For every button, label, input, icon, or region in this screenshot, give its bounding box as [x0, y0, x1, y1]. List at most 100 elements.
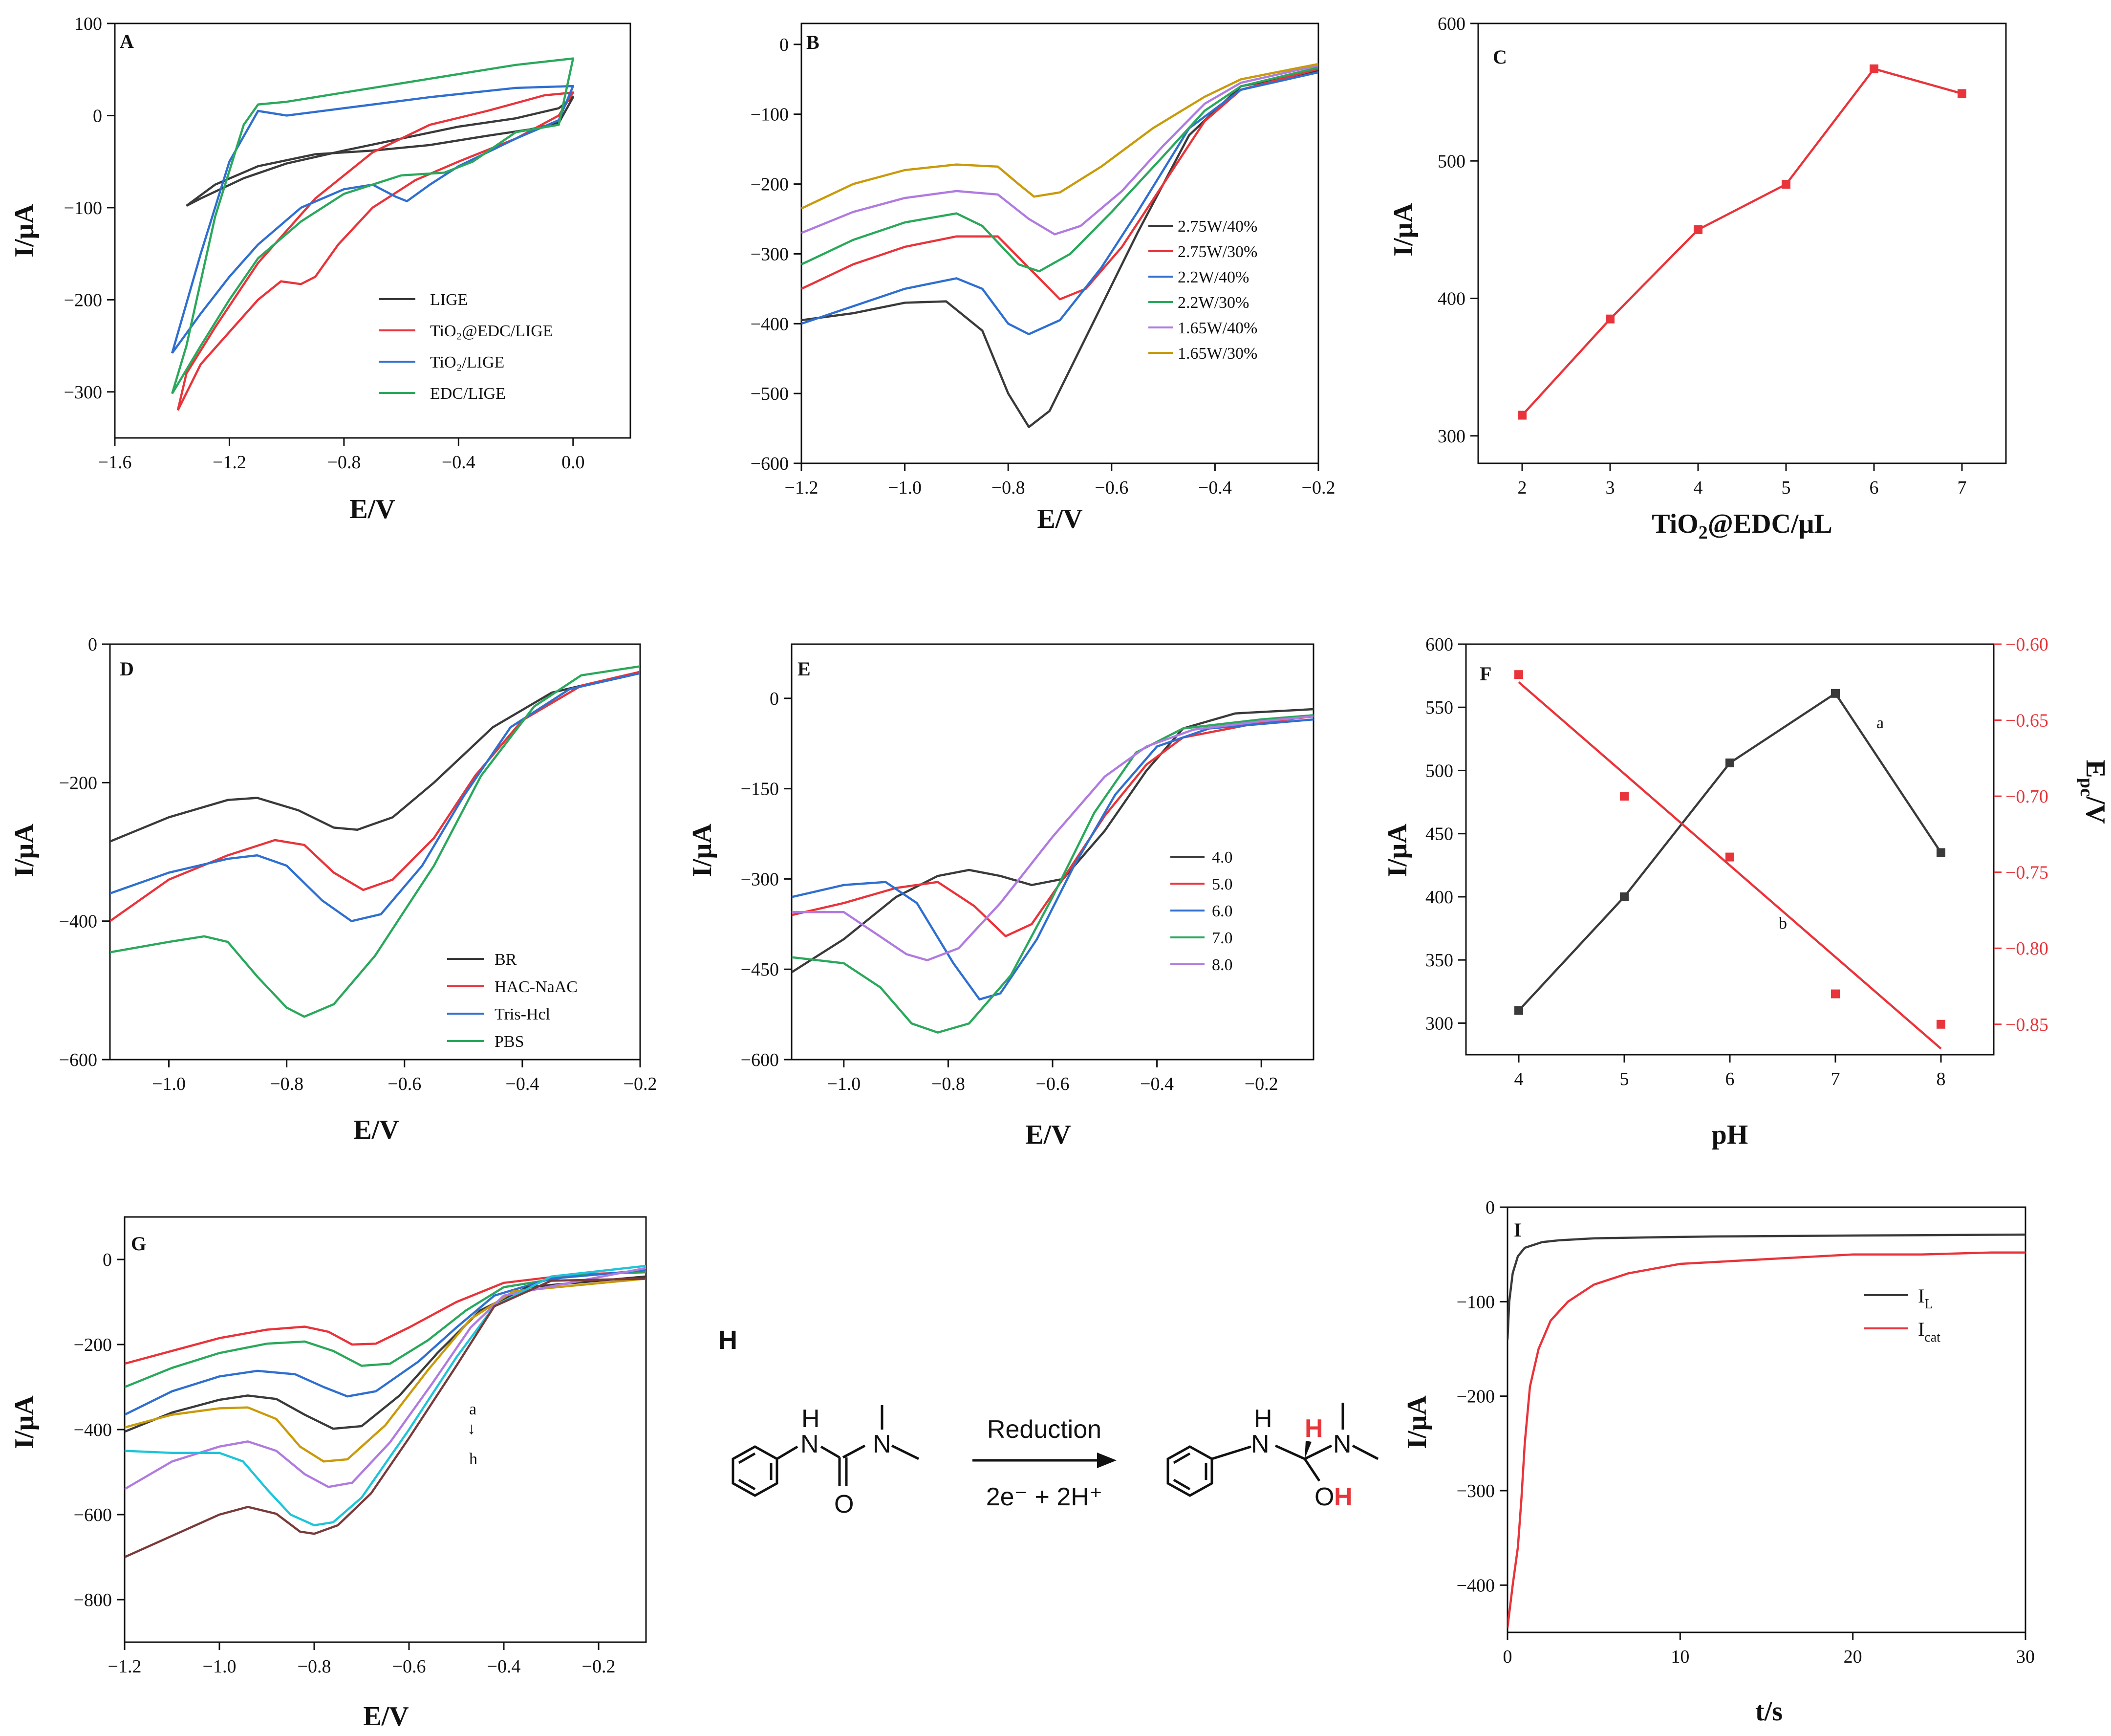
x-tick-label: −1.0	[827, 1074, 861, 1094]
x-axis-label: E/V	[1037, 504, 1082, 534]
series-line-edc-lige	[171, 57, 575, 394]
x-tick-label: −1.0	[203, 1656, 237, 1677]
legend-entry-2-75w-40: 2.75W/40%	[1178, 217, 1257, 236]
y-tick-label: −300	[741, 869, 779, 890]
x-tick-label: −0.8	[270, 1074, 303, 1094]
chart-panel-e: E I/μA E/V −1.0 −0.8 −0.6 −0.4 −0.2−600−450−…	[687, 643, 1314, 1150]
product-structure	[1166, 1403, 1379, 1497]
x-tick-label: 20	[1844, 1647, 1862, 1667]
y-right-tick-label: −0.65	[2005, 711, 2048, 731]
series-layer	[801, 63, 1318, 428]
series-line-tris-hcl	[110, 672, 640, 922]
y-axis-label: I/μA	[1382, 824, 1413, 877]
x-tick-label: 10	[1671, 1647, 1689, 1667]
x-axis-label: E/V	[353, 1115, 399, 1145]
legend-entry-1-65w-30: 1.65W/30%	[1178, 345, 1257, 363]
reaction-scheme: H N H O N Reduction 2e⁻ + 2H⁺	[718, 1325, 1379, 1519]
benzene-double-bond	[1173, 1478, 1191, 1491]
x-tick-label: −1.2	[785, 477, 819, 498]
x-tick-label: 0.0	[561, 452, 585, 473]
y-tick-label: 450	[1425, 824, 1453, 845]
chart-panel-b: B E/V −1.2 −1.0 −0.8 −0.6 −0.4 −0.2 −600 −500 −4…	[751, 22, 1336, 534]
x-tick-label: 7	[1831, 1069, 1840, 1089]
y-tick-label: −100	[751, 105, 789, 125]
y-tick-label: −100	[1457, 1292, 1495, 1312]
panel-label: A	[120, 30, 134, 52]
data-point-b	[1831, 989, 1840, 998]
y-right-tick-label: −0.70	[2005, 786, 2048, 807]
tick-layer: −1.2 −1.0 −0.8 −0.6 −0.4 −0.2 −800 −600 −400 −200…	[74, 1250, 616, 1677]
reaction-conditions: 2e⁻ + 2H⁺	[986, 1483, 1102, 1511]
y-axis-label: I/μA	[9, 1395, 40, 1449]
data-point-b	[1937, 1020, 1945, 1029]
series-layer	[125, 1264, 646, 1559]
x-tick-label: −1.2	[108, 1656, 142, 1677]
series-layer	[1508, 1233, 2025, 1628]
series-line-2-2w-30	[801, 66, 1318, 273]
series-line-4-0	[792, 708, 1314, 974]
panel-label: B	[806, 31, 819, 53]
plot-frame	[1477, 22, 2007, 464]
y-tick-label: 600	[1438, 14, 1465, 34]
added-hydrogen-atom: H	[1305, 1414, 1323, 1443]
x-axis-label: E/V	[1025, 1120, 1071, 1150]
series-line-hac-naac	[110, 671, 640, 922]
annotation-a: a	[1876, 714, 1884, 732]
x-tick-label: 8	[1937, 1069, 1946, 1089]
x-tick-label: −0.4	[505, 1074, 539, 1094]
series-layer	[1514, 670, 1945, 1050]
legend-entry-edc-lige: EDC/LIGE	[430, 385, 506, 403]
x-tick-label: −0.8	[298, 1656, 331, 1677]
c-to-o-bond	[1303, 1458, 1321, 1482]
y-tick-label: −400	[59, 911, 97, 932]
series-layer	[171, 57, 575, 411]
benzene-ring	[1166, 1445, 1213, 1497]
legend-entry-1-65w-40: 1.65W/40%	[1178, 319, 1257, 337]
x-tick-label: −0.4	[487, 1656, 521, 1677]
y-tick-label: −600	[751, 454, 789, 474]
y-tick-label: −300	[1457, 1481, 1495, 1501]
panel-label: G	[131, 1233, 146, 1255]
data-point-i	[1782, 180, 1790, 189]
x-axis-label: TiO2@EDC/μL	[1652, 509, 1832, 543]
y-tick-label: −800	[74, 1590, 112, 1610]
tick-layer: 2 3 4 5 6 7 300 400 500 600	[1438, 14, 1967, 498]
y-axis-label-right: Epc/V	[2076, 760, 2111, 824]
series-line-c	[125, 1269, 646, 1416]
legend-entry-ph-7: 7.0	[1212, 929, 1233, 947]
chart-panel-f: F I/μA Epc/V pH 4 5 6 7 8 300 350 400 450 500 550 6…	[1382, 634, 2111, 1150]
panel-label: F	[1480, 663, 1491, 685]
x-tick-label: 6	[1870, 477, 1879, 498]
y-right-tick-label: −0.80	[2005, 938, 2048, 959]
benzene-ring	[732, 1445, 778, 1497]
reactant-h-atom: H	[801, 1405, 820, 1433]
x-tick-label: −1.0	[152, 1074, 186, 1094]
y-tick-label: 500	[1438, 151, 1465, 172]
x-tick-label: 5	[1620, 1069, 1629, 1089]
tick-layer: −1.2 −1.0 −0.8 −0.6 −0.4 −0.2 −600 −500 −400 −300…	[751, 35, 1336, 498]
y-tick-label: −400	[751, 314, 789, 334]
x-axis-label: E/V	[349, 494, 395, 524]
tick-layer: 4 5 6 7 8 300 350 400 450 500 550 600 −0.85 −0.80 −0.7…	[1425, 634, 2048, 1089]
reaction-arrowhead	[1097, 1453, 1117, 1468]
legend-entry-pbs: PBS	[495, 1033, 524, 1051]
x-tick-label: 6	[1725, 1069, 1735, 1089]
series-line-2-75w-40	[801, 69, 1318, 428]
series-line-d	[125, 1275, 646, 1433]
legend-entry-ph-6: 6.0	[1212, 902, 1233, 920]
legend: BR HAC-NaAC Tris-Hcl PBS	[447, 951, 578, 1051]
annotation-b: b	[1779, 914, 1787, 933]
series-line-icat	[1508, 1251, 2025, 1628]
legend: 2.75W/40% 2.75W/30% 2.2W/40% 2.2W/30% 1.…	[1148, 217, 1257, 363]
series-line-f	[125, 1267, 646, 1490]
data-point-i	[1870, 64, 1878, 73]
y-axis-label: I/μA	[1388, 203, 1419, 257]
benzene-double-bond	[1173, 1452, 1191, 1464]
y-tick-label: 0	[779, 35, 789, 55]
data-point-a	[1725, 758, 1734, 767]
annotation-h: h	[469, 1450, 477, 1468]
series-line-8-0	[792, 715, 1314, 961]
legend-entry-ph-4: 4.0	[1212, 848, 1233, 867]
panel-label: H	[718, 1325, 737, 1355]
series-line-6-0	[792, 718, 1314, 1001]
